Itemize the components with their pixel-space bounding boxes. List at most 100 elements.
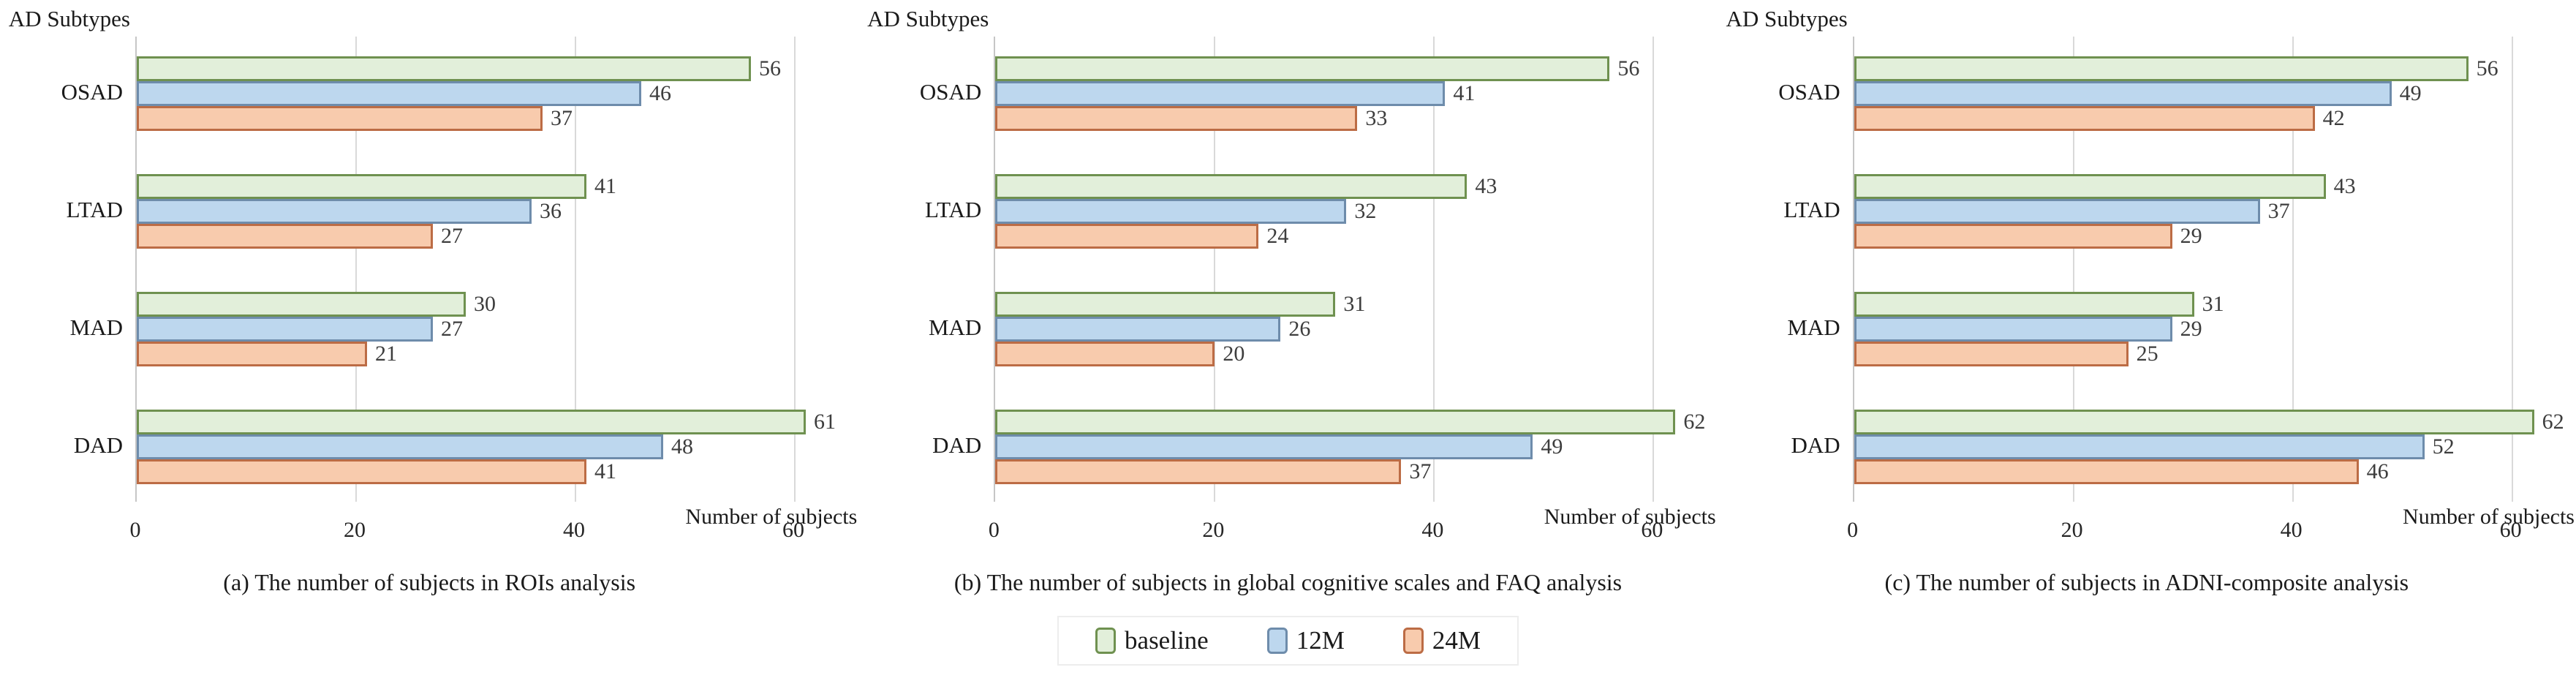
bar-value-label: 56 <box>2476 56 2498 80</box>
bar-value-label: 33 <box>1365 106 1388 130</box>
x-tick-label-0: 0 <box>988 518 1000 542</box>
chart-panel-a: AD Subtypes OSAD LTAD MAD DAD 56 46 37 41 36 27 30 2… <box>0 0 858 607</box>
gridline-20 <box>355 37 357 502</box>
bar-24m-osad: 37 <box>137 106 573 131</box>
bar-baseline-osad: 56 <box>137 56 781 81</box>
bar-value-label: 20 <box>1223 342 1245 366</box>
figure-panels: AD Subtypes OSAD LTAD MAD DAD 56 46 37 41 36 27 30 2… <box>0 0 2575 607</box>
bar-baseline-ltad: 41 <box>137 174 616 199</box>
bar-24m-dad: 41 <box>137 459 616 484</box>
bar-value-label: 25 <box>2136 342 2158 366</box>
bar-12m-dad: 52 <box>1854 434 2455 459</box>
x-tick-label-40: 40 <box>1421 518 1444 542</box>
category-label-osad: OSAD <box>1778 79 1840 105</box>
gridline-60 <box>794 37 796 502</box>
gridline-40 <box>575 37 576 502</box>
bar-value-label: 41 <box>594 174 616 198</box>
chart-caption-a: (a) The number of subjects in ROIs analy… <box>223 569 636 595</box>
x-tick-label-40: 40 <box>563 518 585 542</box>
bar-value-label: 26 <box>1288 317 1311 341</box>
bar-12m-ltad: 36 <box>137 199 562 224</box>
gridline-40 <box>2292 37 2294 502</box>
gridline-60 <box>1653 37 1655 502</box>
bar-24m-mad: 25 <box>1854 342 2158 366</box>
bar-24m-dad: 37 <box>995 459 1431 484</box>
gridline-20 <box>2072 37 2074 502</box>
bar-value-label: 61 <box>814 410 836 434</box>
x-tick-label-60: 60 <box>2499 518 2522 542</box>
gridline-60 <box>2511 37 2513 502</box>
bar-12m-ltad: 37 <box>1854 199 2290 224</box>
bar-value-label: 49 <box>1541 434 1563 459</box>
bar-baseline-osad: 56 <box>1854 56 2498 81</box>
legend-swatch-icon <box>1402 628 1424 654</box>
bar-value-label: 43 <box>2333 174 2356 198</box>
bar-12m-osad: 49 <box>1854 81 2422 106</box>
legend: baseline 12M 24M <box>1057 616 1519 666</box>
legend-label: 24M <box>1432 626 1481 655</box>
category-label-ltad: LTAD <box>925 197 982 222</box>
bar-value-label: 37 <box>2267 199 2290 223</box>
category-label-dad: DAD <box>932 432 982 458</box>
bar-value-label: 37 <box>1409 459 1432 483</box>
bar-value-label: 31 <box>1343 292 1366 316</box>
y-axis-title: AD Subtypes <box>1726 6 1848 31</box>
x-tick-label-40: 40 <box>2280 518 2303 542</box>
bar-value-label: 27 <box>441 224 463 248</box>
bar-24m-mad: 20 <box>995 342 1244 366</box>
bar-value-label: 49 <box>2399 81 2422 105</box>
bar-baseline-ltad: 43 <box>995 174 1497 199</box>
bar-value-label: 52 <box>2432 434 2455 459</box>
bar-value-label: 48 <box>671 434 693 459</box>
plot-area-a: 56 46 37 41 36 27 30 27 21 61 48 41 <box>135 37 836 502</box>
bar-baseline-dad: 62 <box>995 410 1705 434</box>
legend-item-12m: 12M <box>1266 626 1345 655</box>
bar-12m-mad: 29 <box>1854 317 2202 342</box>
bar-value-label: 46 <box>649 81 671 105</box>
bar-value-label: 62 <box>1683 410 1706 434</box>
bar-value-label: 37 <box>551 106 573 130</box>
category-label-dad: DAD <box>1791 432 1840 458</box>
category-label-osad: OSAD <box>61 79 123 105</box>
category-label-dad: DAD <box>73 432 123 458</box>
bar-24m-dad: 46 <box>1854 459 2389 484</box>
bar-value-label: 31 <box>2202 292 2224 316</box>
bar-value-label: 30 <box>474 292 496 316</box>
chart-caption-c: (c) The number of subjects in ADNI-compo… <box>1884 569 2409 595</box>
bar-baseline-dad: 61 <box>137 410 836 434</box>
x-tick-label-60: 60 <box>782 518 804 542</box>
bar-24m-osad: 33 <box>995 106 1387 131</box>
bar-24m-osad: 42 <box>1854 106 2345 131</box>
plot-area-c: 56 49 42 43 37 29 31 29 25 62 52 46 <box>1852 37 2564 502</box>
x-tick-label-60: 60 <box>1641 518 1663 542</box>
legend-label: 12M <box>1296 626 1345 655</box>
x-tick-label-0: 0 <box>129 518 141 542</box>
bar-baseline-mad: 31 <box>995 292 1365 317</box>
bar-12m-dad: 48 <box>137 434 693 459</box>
category-label-mad: MAD <box>1787 314 1840 340</box>
bar-value-label: 21 <box>375 342 397 366</box>
x-tick-label-20: 20 <box>1202 518 1225 542</box>
category-label-ltad: LTAD <box>1783 197 1840 222</box>
x-tick-label-0: 0 <box>1847 518 1859 542</box>
legend-swatch-icon <box>1266 628 1288 654</box>
bar-24m-ltad: 24 <box>995 224 1288 249</box>
category-label-mad: MAD <box>928 314 982 340</box>
x-tick-label-20: 20 <box>2061 518 2083 542</box>
category-label-mad: MAD <box>69 314 123 340</box>
x-axis-title: Number of subjects <box>2403 505 2575 529</box>
bar-value-label: 62 <box>2542 410 2564 434</box>
category-label-ltad: LTAD <box>66 197 123 222</box>
bar-value-label: 29 <box>2180 317 2202 341</box>
bar-12m-ltad: 32 <box>995 199 1376 224</box>
chart-panel-b: AD Subtypes OSAD LTAD MAD DAD 56 41 33 43 32 24 31 2… <box>858 0 1717 607</box>
y-axis-title: AD Subtypes <box>867 6 989 31</box>
bar-baseline-mad: 31 <box>1854 292 2224 317</box>
bar-24m-ltad: 27 <box>137 224 463 249</box>
bar-24m-ltad: 29 <box>1854 224 2202 249</box>
x-tick-label-20: 20 <box>344 518 366 542</box>
bar-12m-mad: 27 <box>137 317 463 342</box>
bar-12m-osad: 46 <box>137 81 671 106</box>
legend-label: baseline <box>1125 626 1209 655</box>
bar-24m-mad: 21 <box>137 342 397 366</box>
